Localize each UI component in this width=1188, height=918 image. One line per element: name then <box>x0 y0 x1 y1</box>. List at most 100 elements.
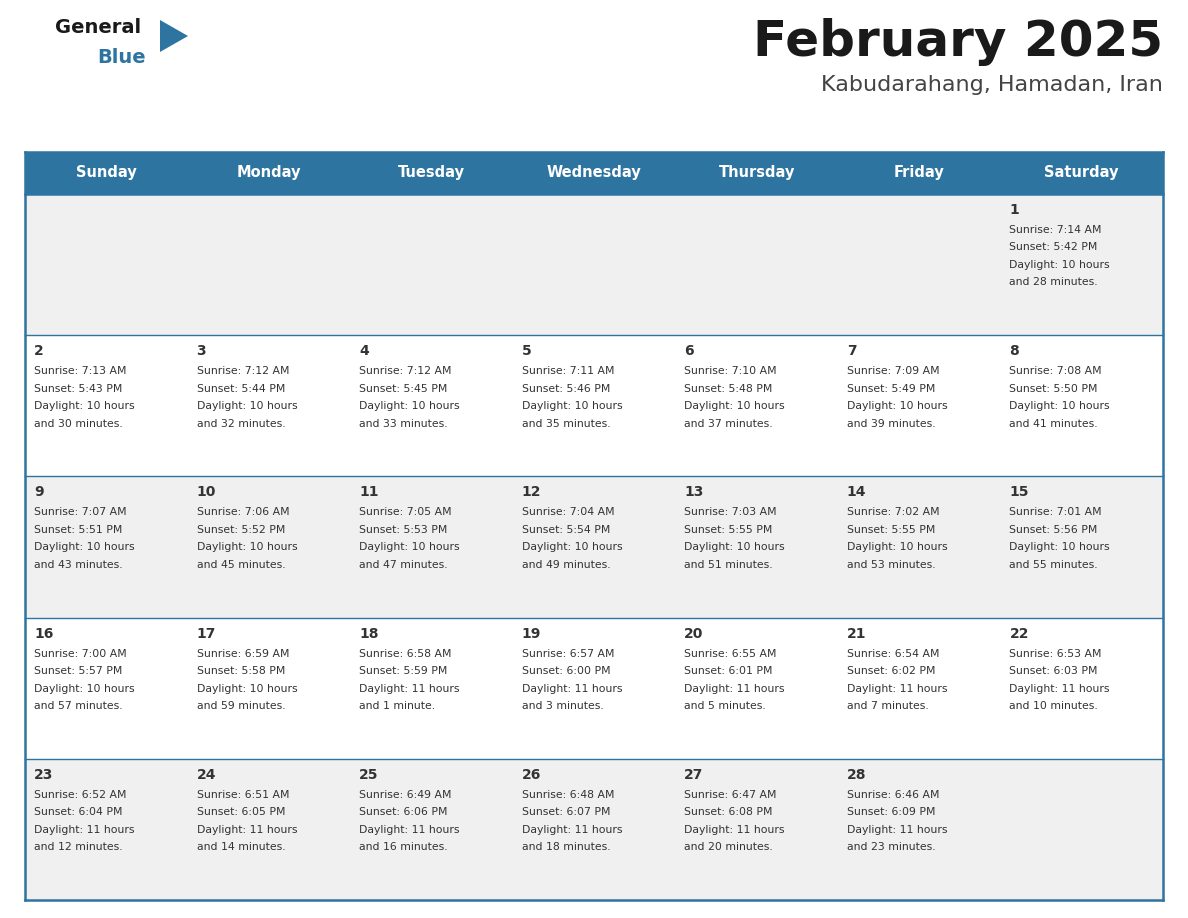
Text: Sunrise: 7:06 AM: Sunrise: 7:06 AM <box>196 508 289 518</box>
Bar <box>188 335 350 476</box>
Bar <box>513 618 675 759</box>
Text: and 7 minutes.: and 7 minutes. <box>847 701 929 711</box>
Bar <box>1000 476 1163 618</box>
Text: Kabudarahang, Hamadan, Iran: Kabudarahang, Hamadan, Iran <box>821 75 1163 95</box>
Text: and 14 minutes.: and 14 minutes. <box>196 843 285 852</box>
Bar <box>675 335 838 476</box>
Text: and 20 minutes.: and 20 minutes. <box>684 843 773 852</box>
Text: Daylight: 11 hours: Daylight: 11 hours <box>34 824 134 834</box>
Text: Daylight: 10 hours: Daylight: 10 hours <box>196 401 297 411</box>
Bar <box>188 618 350 759</box>
Text: Saturday: Saturday <box>1044 165 1119 181</box>
Text: Daylight: 11 hours: Daylight: 11 hours <box>1010 684 1110 694</box>
Text: and 3 minutes.: and 3 minutes. <box>522 701 604 711</box>
Text: Sunset: 6:06 PM: Sunset: 6:06 PM <box>359 807 448 817</box>
Text: Daylight: 10 hours: Daylight: 10 hours <box>847 401 948 411</box>
Text: Sunrise: 6:59 AM: Sunrise: 6:59 AM <box>196 649 289 658</box>
Text: Sunrise: 6:47 AM: Sunrise: 6:47 AM <box>684 789 777 800</box>
Text: Sunset: 6:02 PM: Sunset: 6:02 PM <box>847 666 935 676</box>
Bar <box>513 759 675 900</box>
Text: Sunrise: 6:53 AM: Sunrise: 6:53 AM <box>1010 649 1102 658</box>
Text: Sunrise: 7:04 AM: Sunrise: 7:04 AM <box>522 508 614 518</box>
Text: 1: 1 <box>1010 203 1019 217</box>
Text: Sunset: 5:53 PM: Sunset: 5:53 PM <box>359 525 448 535</box>
Text: Daylight: 10 hours: Daylight: 10 hours <box>684 401 785 411</box>
Bar <box>838 335 1000 476</box>
Text: Sunrise: 6:54 AM: Sunrise: 6:54 AM <box>847 649 940 658</box>
Text: Sunrise: 7:03 AM: Sunrise: 7:03 AM <box>684 508 777 518</box>
Bar <box>350 759 513 900</box>
Text: and 18 minutes.: and 18 minutes. <box>522 843 611 852</box>
Text: and 43 minutes.: and 43 minutes. <box>34 560 122 570</box>
Text: and 35 minutes.: and 35 minutes. <box>522 419 611 429</box>
Text: Sunrise: 6:55 AM: Sunrise: 6:55 AM <box>684 649 777 658</box>
Text: 28: 28 <box>847 767 866 782</box>
Text: Sunset: 6:03 PM: Sunset: 6:03 PM <box>1010 666 1098 676</box>
Text: Sunrise: 7:01 AM: Sunrise: 7:01 AM <box>1010 508 1102 518</box>
Text: 5: 5 <box>522 344 531 358</box>
Text: and 53 minutes.: and 53 minutes. <box>847 560 935 570</box>
Text: 16: 16 <box>34 627 53 641</box>
Text: 14: 14 <box>847 486 866 499</box>
Text: and 30 minutes.: and 30 minutes. <box>34 419 122 429</box>
Text: and 28 minutes.: and 28 minutes. <box>1010 277 1098 287</box>
Text: Daylight: 11 hours: Daylight: 11 hours <box>522 684 623 694</box>
Text: Daylight: 10 hours: Daylight: 10 hours <box>34 543 134 553</box>
Text: Daylight: 11 hours: Daylight: 11 hours <box>522 824 623 834</box>
Text: Sunset: 6:05 PM: Sunset: 6:05 PM <box>196 807 285 817</box>
Text: and 37 minutes.: and 37 minutes. <box>684 419 773 429</box>
Text: and 10 minutes.: and 10 minutes. <box>1010 701 1098 711</box>
Bar <box>350 618 513 759</box>
Text: Sunset: 5:43 PM: Sunset: 5:43 PM <box>34 384 122 394</box>
Text: and 47 minutes.: and 47 minutes. <box>359 560 448 570</box>
Text: Sunrise: 7:12 AM: Sunrise: 7:12 AM <box>196 366 289 376</box>
Text: 11: 11 <box>359 486 379 499</box>
Text: 8: 8 <box>1010 344 1019 358</box>
Text: Sunrise: 7:11 AM: Sunrise: 7:11 AM <box>522 366 614 376</box>
Text: Sunset: 5:52 PM: Sunset: 5:52 PM <box>196 525 285 535</box>
Text: Sunset: 6:09 PM: Sunset: 6:09 PM <box>847 807 935 817</box>
Text: Sunset: 5:58 PM: Sunset: 5:58 PM <box>196 666 285 676</box>
Text: 10: 10 <box>196 486 216 499</box>
Text: Sunrise: 6:49 AM: Sunrise: 6:49 AM <box>359 789 451 800</box>
Text: Sunrise: 6:58 AM: Sunrise: 6:58 AM <box>359 649 451 658</box>
Text: Daylight: 10 hours: Daylight: 10 hours <box>1010 260 1110 270</box>
Bar <box>188 759 350 900</box>
Text: Daylight: 11 hours: Daylight: 11 hours <box>359 824 460 834</box>
Text: Sunset: 5:44 PM: Sunset: 5:44 PM <box>196 384 285 394</box>
Text: Sunrise: 7:09 AM: Sunrise: 7:09 AM <box>847 366 940 376</box>
Text: Daylight: 10 hours: Daylight: 10 hours <box>847 543 948 553</box>
Bar <box>1000 759 1163 900</box>
Text: and 32 minutes.: and 32 minutes. <box>196 419 285 429</box>
Text: Sunrise: 6:46 AM: Sunrise: 6:46 AM <box>847 789 940 800</box>
Text: Daylight: 11 hours: Daylight: 11 hours <box>847 824 947 834</box>
Text: Sunrise: 7:10 AM: Sunrise: 7:10 AM <box>684 366 777 376</box>
Text: Sunset: 5:56 PM: Sunset: 5:56 PM <box>1010 525 1098 535</box>
Bar <box>1000 618 1163 759</box>
Text: Sunrise: 7:02 AM: Sunrise: 7:02 AM <box>847 508 940 518</box>
Bar <box>838 194 1000 335</box>
Text: and 5 minutes.: and 5 minutes. <box>684 701 766 711</box>
Text: Daylight: 10 hours: Daylight: 10 hours <box>522 543 623 553</box>
Text: 9: 9 <box>34 486 44 499</box>
Text: Daylight: 10 hours: Daylight: 10 hours <box>34 401 134 411</box>
Bar <box>513 476 675 618</box>
Text: Friday: Friday <box>893 165 944 181</box>
Text: and 57 minutes.: and 57 minutes. <box>34 701 122 711</box>
Text: Sunset: 5:49 PM: Sunset: 5:49 PM <box>847 384 935 394</box>
Text: Blue: Blue <box>97 48 146 67</box>
Text: Tuesday: Tuesday <box>398 165 465 181</box>
Polygon shape <box>160 20 188 52</box>
Text: and 45 minutes.: and 45 minutes. <box>196 560 285 570</box>
Text: 6: 6 <box>684 344 694 358</box>
Bar <box>188 152 350 194</box>
Text: Sunrise: 7:07 AM: Sunrise: 7:07 AM <box>34 508 127 518</box>
Text: and 23 minutes.: and 23 minutes. <box>847 843 935 852</box>
Bar <box>838 618 1000 759</box>
Text: Sunrise: 6:51 AM: Sunrise: 6:51 AM <box>196 789 289 800</box>
Text: Sunset: 5:54 PM: Sunset: 5:54 PM <box>522 525 611 535</box>
Text: and 59 minutes.: and 59 minutes. <box>196 701 285 711</box>
Text: 21: 21 <box>847 627 866 641</box>
Text: and 41 minutes.: and 41 minutes. <box>1010 419 1098 429</box>
Text: February 2025: February 2025 <box>753 18 1163 66</box>
